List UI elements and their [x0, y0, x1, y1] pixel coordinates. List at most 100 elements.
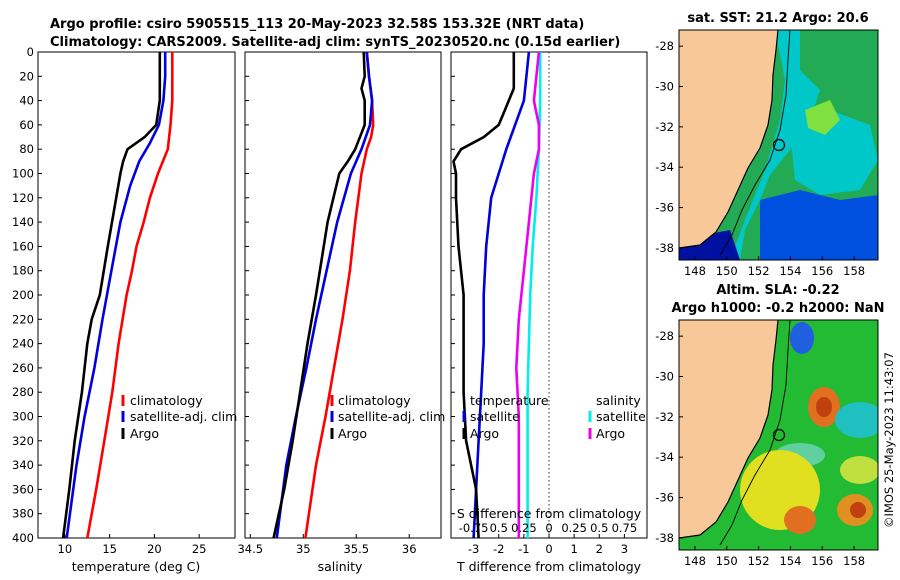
legend-title-salinity: salinity [596, 393, 641, 408]
map-x-tick-label: 158 [843, 264, 865, 278]
map-x-tick-label: 150 [716, 554, 738, 568]
x-tick-label: 15 [102, 542, 117, 556]
s-diff-tick-label: 0.75 [612, 521, 638, 535]
y-tick-label: 200 [12, 288, 34, 302]
legend-label-argo: Argo [338, 426, 367, 441]
x-tick-label: 1 [570, 542, 577, 556]
temperature-legend: climatology satellite-adj. clim Argo [121, 393, 237, 441]
legend-label-satellite: satellite-adj. clim [130, 409, 237, 424]
s-diff-tick-label: 0.25 [511, 521, 537, 535]
y-tick-label: 120 [12, 191, 34, 205]
legend-label-climatology: climatology [338, 393, 411, 408]
x-tick-label: 35 [296, 542, 311, 556]
y-tick-label: 340 [12, 458, 34, 472]
temperature-axes-frame [37, 51, 236, 539]
s-diff-tick-label: 0 [545, 521, 552, 535]
y-tick-label: 360 [12, 482, 34, 496]
sla-shelf-contour [719, 320, 791, 546]
y-tick-label: 320 [12, 434, 34, 448]
sla-high-3-core [850, 502, 866, 518]
sst-cool-water [760, 190, 878, 260]
x-tick-label: 2 [596, 542, 603, 556]
map-y-tick-label: -36 [655, 201, 674, 215]
s-diff-tick-label: 0.5 [590, 521, 608, 535]
y-tick-label: 240 [12, 337, 34, 351]
map-x-tick-label: 154 [779, 554, 801, 568]
s-diff-tick-label: 0.5 [490, 521, 508, 535]
series-line-1 [65, 52, 167, 539]
sst-shelf-contour [719, 30, 791, 256]
temperature-xlabel: temperature (deg C) [72, 559, 201, 574]
series-line-2 [272, 51, 367, 539]
series-line-3 [514, 51, 541, 538]
title-line1: Argo profile: csiro 5905515_113 20-May-2… [50, 17, 584, 32]
y-tick-label: 80 [19, 142, 34, 156]
sla-high-1-core [816, 397, 832, 417]
map-y-tick-label: -30 [655, 369, 674, 383]
map-y-tick-label: -34 [655, 160, 674, 174]
legend-label-satellite: satellite-adj. clim [338, 409, 445, 424]
map-x-tick-label: 152 [748, 264, 770, 278]
sla-high-2 [784, 506, 816, 534]
sla-map-frame [678, 319, 879, 551]
map-x-tick-label: 158 [843, 554, 865, 568]
sla-argo-marker [772, 428, 786, 442]
y-tick-label: 380 [12, 507, 34, 521]
series-line-1 [275, 51, 374, 539]
y-tick-label: 100 [12, 167, 34, 181]
sla-cyan-band [835, 402, 878, 438]
sla-coastline [679, 320, 779, 539]
series-line-0 [86, 52, 174, 539]
map-x-tick-label: 148 [684, 264, 706, 278]
salinity-xlabel: salinity [318, 559, 363, 574]
s-diff-tick-label: -0.75 [459, 521, 489, 535]
map-y-tick-label: -34 [655, 450, 674, 464]
legend-label-argo: Argo [130, 426, 159, 441]
sla-yellow-2 [840, 456, 878, 484]
sst-map-frame [678, 29, 879, 261]
title-line2: Climatology: CARS2009. Satellite-adj cli… [50, 35, 620, 50]
salinity-legend: climatology satellite-adj. clim Argo [330, 393, 445, 441]
map-y-tick-label: -28 [655, 39, 674, 53]
map-x-tick-label: 150 [716, 264, 738, 278]
map-y-tick-label: -32 [655, 410, 674, 424]
sla-low-blue-1 [790, 322, 814, 354]
x-tick-label: 3 [621, 542, 628, 556]
y-tick-label: 300 [12, 410, 34, 424]
series-line-0 [472, 51, 531, 539]
legend-label-t-satellite: satellite [470, 409, 520, 424]
map-y-tick-label: -38 [655, 531, 674, 545]
map-x-tick-label: 154 [779, 264, 801, 278]
sla-title-2: Argo h1000: -0.2 h2000: NaN [671, 301, 884, 316]
legend-label-s-argo: Argo [596, 426, 625, 441]
map-x-tick-label: 156 [811, 554, 833, 568]
map-y-tick-label: -32 [655, 120, 674, 134]
sst-eddy-cyan [790, 110, 878, 195]
x-tick-label: -2 [493, 542, 504, 556]
x-tick-label: 34.5 [237, 542, 263, 556]
y-tick-label: 20 [19, 69, 34, 83]
temperature-panel: 0 20 40 60 80 100 120 140 160 180 200 220 240 260 280 3… [12, 45, 237, 574]
sst-argo-marker [772, 138, 786, 152]
x-tick-label: 10 [58, 542, 73, 556]
sla-map: 148 150 152 154 156 158 -28 -30 -32 -34 -36 -38 [655, 319, 879, 568]
y-tick-label: 0 [27, 45, 34, 59]
x-tick-label: 36 [402, 542, 417, 556]
series-line-2 [61, 52, 162, 539]
y-tick-label: 60 [19, 118, 34, 132]
t-difference-xlabel: T difference from climatology [456, 559, 642, 574]
x-tick-label: 20 [147, 542, 162, 556]
salinity-panel: 34.5 35 35.5 36 climatology satellite-adj. … [237, 51, 445, 574]
legend-label-s-satellite: satellite [596, 409, 646, 424]
s-difference-label: S difference from climatology [457, 506, 642, 521]
map-y-tick-label: -30 [655, 79, 674, 93]
map-y-tick-label: -28 [655, 329, 674, 343]
y-tick-label: 400 [12, 531, 34, 545]
y-tick-label: 260 [12, 361, 34, 375]
y-tick-label: 220 [12, 312, 34, 326]
difference-legend: temperature satellite Argo salinity sate… [462, 393, 646, 441]
salinity-axes-frame [244, 51, 442, 539]
s-diff-tick-label: 0.25 [561, 521, 587, 535]
legend-label-t-argo: Argo [470, 426, 499, 441]
